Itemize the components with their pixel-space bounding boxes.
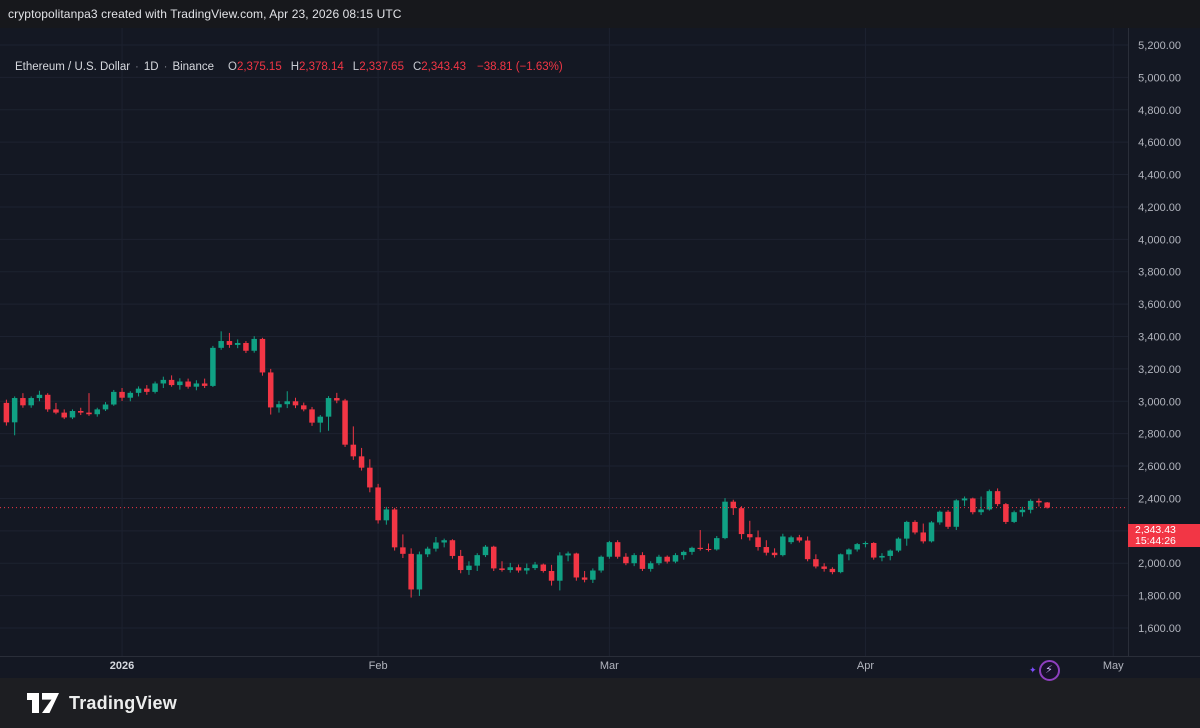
svg-text:3,400.00: 3,400.00	[1138, 332, 1181, 344]
svg-text:4,200.00: 4,200.00	[1138, 202, 1181, 214]
svg-text:4,600.00: 4,600.00	[1138, 137, 1181, 149]
lightning-circle-icon: ⚡	[1038, 659, 1060, 681]
svg-text:2,400.00: 2,400.00	[1138, 493, 1181, 505]
candlestick-chart[interactable]: 5,200.00 5,000.00 4,800.00 4,600.00 4,400.00…	[0, 28, 1200, 678]
last-price-value: 2,343.43	[1135, 524, 1176, 536]
svg-text:4,400.00: 4,400.00	[1138, 170, 1181, 182]
svg-text:2,000.00: 2,000.00	[1138, 558, 1181, 570]
symbol-legend: Ethereum / U.S. Dollar · 1D · Binance O2…	[15, 61, 563, 73]
svg-text:2026: 2026	[110, 660, 134, 672]
open-value: O2,375.15	[228, 61, 282, 73]
svg-text:2,800.00: 2,800.00	[1138, 429, 1181, 441]
svg-text:3,000.00: 3,000.00	[1138, 396, 1181, 408]
svg-text:3,600.00: 3,600.00	[1138, 299, 1181, 311]
svg-text:5,200.00: 5,200.00	[1138, 40, 1181, 52]
high-value: H2,378.14	[290, 61, 344, 73]
last-price-label: 2,343.43 15:44:26	[1128, 524, 1200, 547]
svg-text:4,800.00: 4,800.00	[1138, 105, 1181, 117]
lightning-bolt-icon: ⚡	[1045, 663, 1053, 676]
svg-text:4,000.00: 4,000.00	[1138, 234, 1181, 246]
svg-text:1,600.00: 1,600.00	[1138, 623, 1181, 635]
svg-text:1,800.00: 1,800.00	[1138, 591, 1181, 603]
svg-text:2,600.00: 2,600.00	[1138, 461, 1181, 473]
tradingview-logo-icon	[27, 693, 59, 713]
change-value: −38.81 (−1.63%)	[477, 61, 563, 73]
close-value: C2,343.43	[412, 61, 467, 73]
exchange-label: Binance	[172, 61, 214, 73]
chart-pane: 5,200.00 5,000.00 4,800.00 4,600.00 4,400.00…	[0, 28, 1200, 681]
svg-text:5,000.00: 5,000.00	[1138, 72, 1181, 84]
legend-separator: ·	[163, 61, 168, 73]
svg-text:Apr: Apr	[857, 660, 874, 672]
snapshot-header: cryptopolitanpa3 created with TradingVie…	[0, 0, 1200, 28]
bar-countdown: 15:44:26	[1135, 535, 1176, 547]
ohlc-values: O2,375.15 H2,378.14 L2,337.65 C2,343.43	[228, 61, 475, 73]
legend-separator: ·	[135, 61, 139, 73]
svg-text:Mar: Mar	[600, 660, 619, 672]
tradingview-wordmark: TradingView	[69, 692, 177, 713]
svg-text:3,800.00: 3,800.00	[1138, 267, 1181, 279]
interval-label: 1D	[143, 61, 159, 73]
svg-text:Feb: Feb	[369, 660, 388, 672]
svg-text:May: May	[1103, 660, 1124, 672]
sparkle-icon: ✦	[1029, 664, 1037, 675]
svg-text:3,200.00: 3,200.00	[1138, 364, 1181, 376]
symbol-name: Ethereum / U.S. Dollar	[15, 61, 131, 73]
low-value: L2,337.65	[352, 61, 404, 73]
brand-footer: TradingView	[0, 678, 1200, 728]
tradingview-logo-link[interactable]: TradingView	[26, 692, 177, 714]
boost-button[interactable]: ✦ ⚡	[1029, 657, 1065, 683]
snapshot-attribution: cryptopolitanpa3 created with TradingVie…	[8, 7, 402, 21]
